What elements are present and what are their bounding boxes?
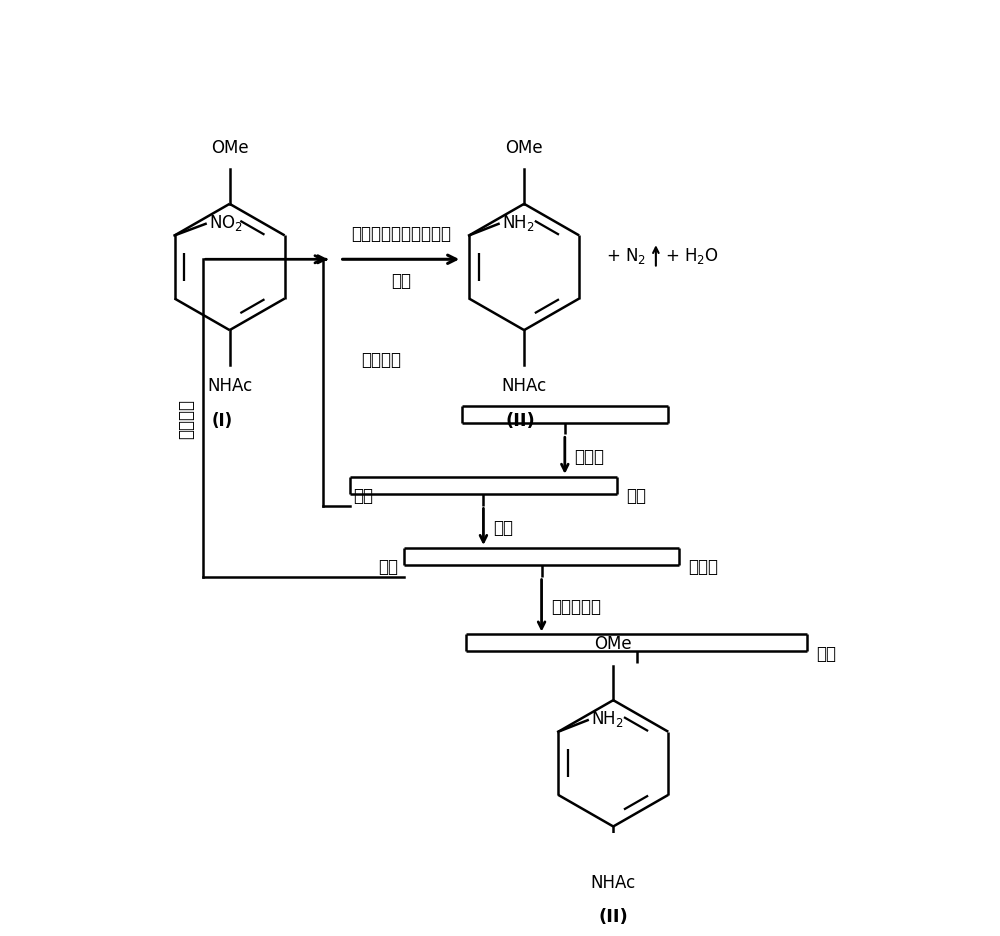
Text: 蔓馏: 蔓馏	[493, 519, 513, 536]
Text: OMe: OMe	[505, 139, 543, 157]
Text: OMe: OMe	[594, 635, 632, 652]
Text: (II): (II)	[598, 907, 628, 926]
Text: 还原剂，助剂，傅化剂: 还原剂，助剂，傅化剂	[351, 225, 451, 243]
Text: NO$_2$: NO$_2$	[209, 212, 243, 232]
Text: NH$_2$: NH$_2$	[591, 709, 624, 728]
Text: 热过滤: 热过滤	[574, 447, 604, 465]
Text: NHAc: NHAc	[591, 872, 636, 891]
Text: 残留液: 残留液	[688, 558, 718, 576]
Text: 甲醇: 甲醇	[378, 558, 398, 576]
Text: (I): (I)	[211, 412, 232, 430]
Text: NHAc: NHAc	[502, 377, 547, 395]
Text: 溶剂: 溶剂	[391, 271, 411, 289]
Text: (II): (II)	[505, 412, 535, 430]
Text: + H$_2$O: + H$_2$O	[665, 246, 719, 266]
Text: 助剂: 助剂	[354, 487, 374, 505]
Text: 回收套用: 回收套用	[177, 399, 195, 438]
Text: + N$_2$: + N$_2$	[606, 246, 647, 266]
Text: 回收套用: 回收套用	[361, 351, 401, 369]
Text: 废液: 废液	[816, 644, 836, 662]
Text: 滤液: 滤液	[626, 487, 646, 505]
Text: 冷却、抄滤: 冷却、抄滤	[551, 597, 601, 615]
Text: NH$_2$: NH$_2$	[502, 212, 534, 232]
Text: OMe: OMe	[211, 139, 248, 157]
Text: NHAc: NHAc	[207, 377, 252, 395]
